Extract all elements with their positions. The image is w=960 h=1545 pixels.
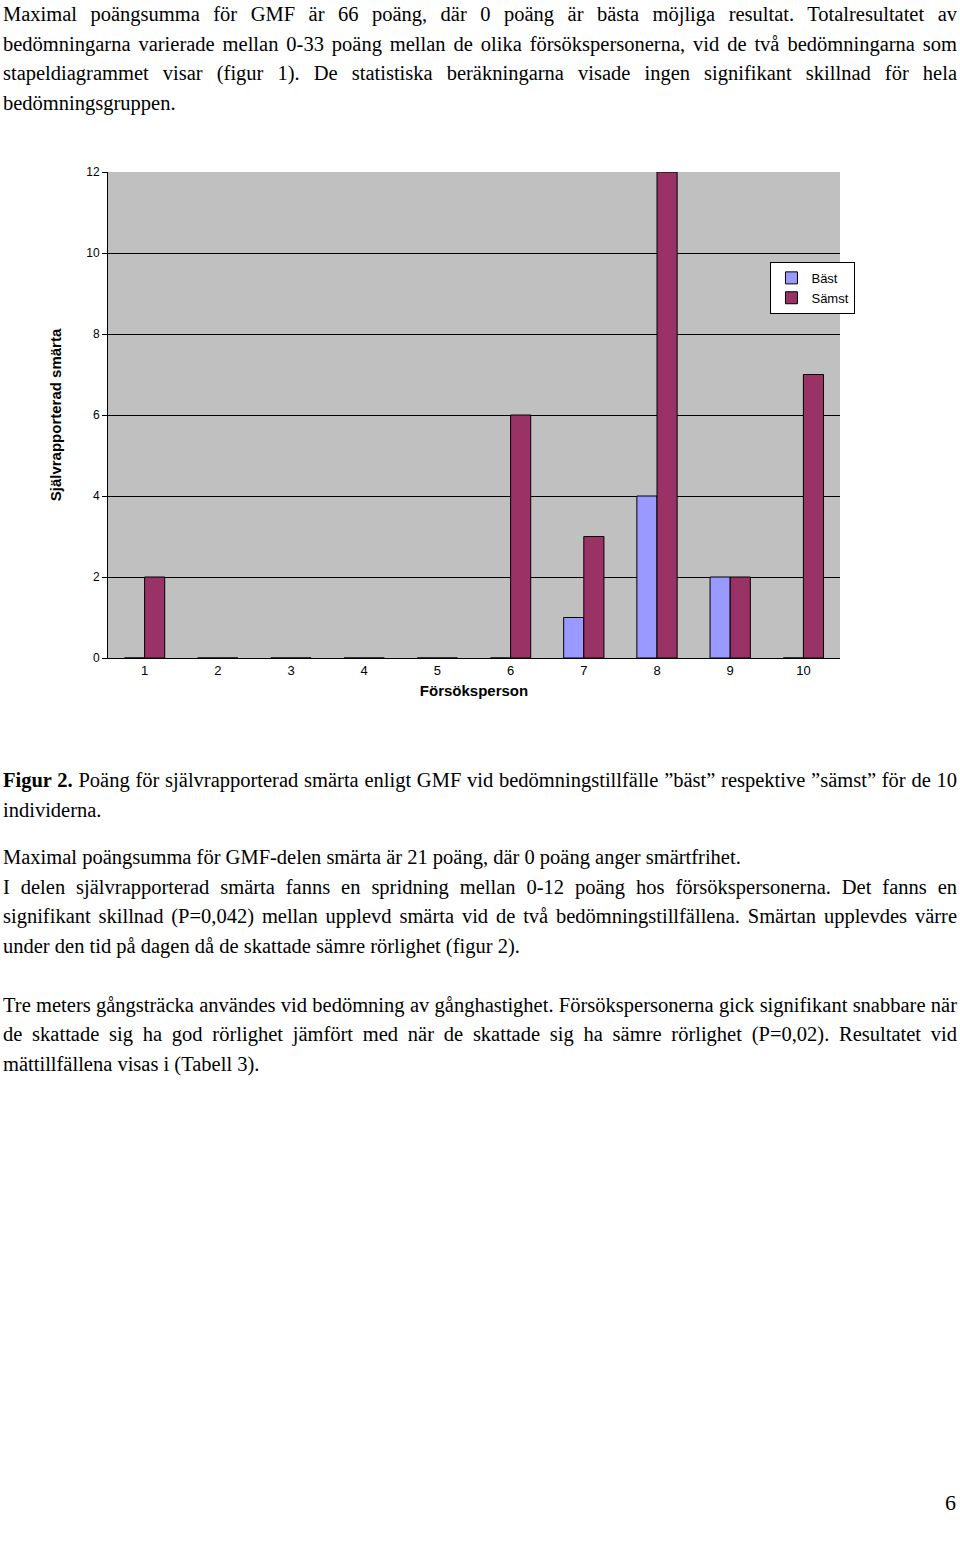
svg-text:2: 2 <box>214 663 221 678</box>
svg-text:Sämst: Sämst <box>811 291 848 306</box>
svg-text:1: 1 <box>141 663 148 678</box>
html-text:Maximal poängsumma för GMF är: Maximal poängsumma för GMF är 66 poäng, … <box>3 3 957 114</box>
svg-text:6: 6 <box>507 663 514 678</box>
svg-text:8: 8 <box>93 327 100 341</box>
svg-text:7: 7 <box>580 663 587 678</box>
svg-text:9: 9 <box>727 663 734 678</box>
svg-text:12: 12 <box>86 165 100 179</box>
html-text:Maximal poängsumma för GMF-del: Maximal poängsumma för GMF-delen smärta … <box>3 846 741 868</box>
svg-text:8: 8 <box>653 663 660 678</box>
html-text:6: 6 <box>945 1490 956 1515</box>
svg-text:3: 3 <box>287 663 294 678</box>
svg-text:5: 5 <box>434 663 441 678</box>
html-text:I delen självrapporterad smärt: I delen självrapporterad smärta fanns en… <box>3 875 957 957</box>
svg-text:4: 4 <box>93 489 100 503</box>
html-text:Tre meters gångsträcka använde: Tre meters gångsträcka användes vid bedö… <box>3 993 957 1075</box>
svg-text:4: 4 <box>361 663 368 678</box>
html-text:Figur 2. Poäng för självrappor: Figur 2. Poäng för självrapporterad smär… <box>3 769 957 821</box>
svg-text:Försöksperson: Försöksperson <box>420 682 528 699</box>
svg-text:0: 0 <box>93 651 100 665</box>
svg-text:Självrapporterad smärta: Självrapporterad smärta <box>47 328 64 501</box>
svg-text:6: 6 <box>93 408 100 422</box>
svg-text:2: 2 <box>93 570 100 584</box>
svg-text:10: 10 <box>796 663 810 678</box>
svg-text:10: 10 <box>86 246 100 260</box>
svg-text:Bäst: Bäst <box>811 271 837 286</box>
